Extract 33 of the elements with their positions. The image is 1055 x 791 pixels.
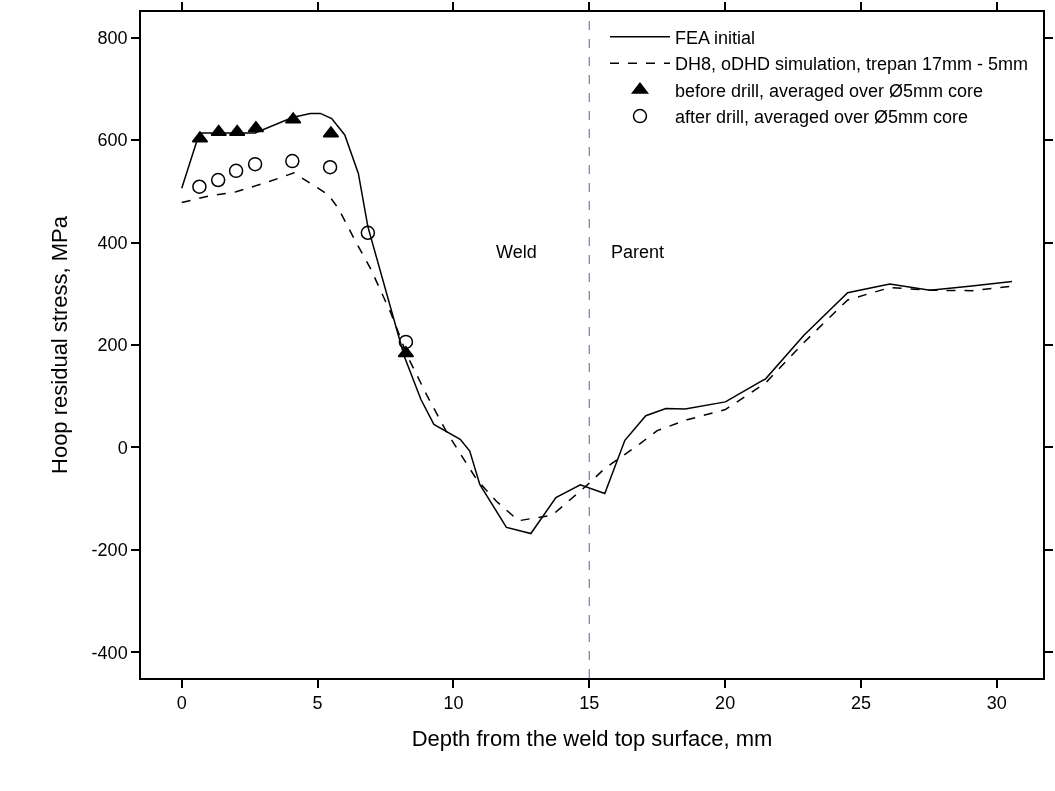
y-tick-label: 600 <box>97 130 128 151</box>
x-tick-label: 25 <box>850 693 871 714</box>
point <box>285 153 300 169</box>
legend-label: before drill, averaged over Ø5mm core <box>674 80 984 101</box>
x-tick-label: 30 <box>986 693 1007 714</box>
x-tick-label: 15 <box>579 693 600 714</box>
point <box>247 156 263 172</box>
point <box>228 163 244 179</box>
x-tick-label: 20 <box>715 693 736 714</box>
x-tick-label: 10 <box>443 693 464 714</box>
y-tick-label: 200 <box>97 335 128 356</box>
legend-label: after drill, averaged over Ø5mm core <box>674 107 969 128</box>
point <box>322 159 338 175</box>
point <box>397 345 415 358</box>
y-axis-title: Hoop residual stress, MPa <box>46 215 72 474</box>
x-tick-label: 0 <box>176 693 187 714</box>
y-tick-label: -400 <box>91 642 128 663</box>
annotation: Parent <box>611 242 665 262</box>
annotation: Weld <box>496 242 537 262</box>
y-tick-label: 400 <box>97 232 128 253</box>
legend-label: DH8, oDHD simulation, trepan 17mm - 5mm <box>674 54 1029 75</box>
line-series <box>181 112 1013 535</box>
x-tick-label: 5 <box>312 693 323 714</box>
y-tick-label: 0 <box>117 437 128 458</box>
point <box>210 124 227 136</box>
point <box>192 179 207 194</box>
legend-label: FEA initial <box>674 27 756 48</box>
point <box>360 225 376 241</box>
point <box>398 334 414 350</box>
y-tick-label: 800 <box>97 27 128 48</box>
y-tick-label: -200 <box>91 540 128 561</box>
point <box>210 172 226 188</box>
x-axis-title: Depth from the weld top surface, mm <box>411 725 773 751</box>
